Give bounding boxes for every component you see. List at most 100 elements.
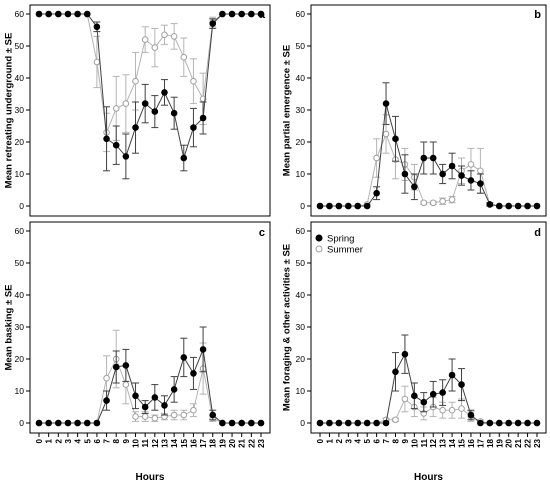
data-point-spring xyxy=(533,419,541,427)
x-tick-label: 5 xyxy=(83,438,92,443)
x-tick-label: 6 xyxy=(93,438,102,443)
y-axis-label: Mean foraging & other activities ± SE xyxy=(282,244,293,411)
x-tick-label: 6 xyxy=(373,438,382,443)
data-point-spring xyxy=(411,392,418,400)
x-tick-label: 11 xyxy=(420,438,429,447)
legend-label-summer: Summer xyxy=(327,245,363,256)
data-point-spring xyxy=(401,170,409,178)
data-point-spring xyxy=(199,114,207,122)
plot-frame xyxy=(310,4,547,217)
y-tick-label: 20 xyxy=(15,354,25,364)
x-tick-label: 15 xyxy=(180,438,189,447)
data-point-summer xyxy=(401,395,409,403)
data-point-spring xyxy=(316,419,324,427)
data-point-spring xyxy=(161,402,168,409)
data-point-summer xyxy=(439,197,446,205)
data-point-spring xyxy=(122,362,130,369)
data-point-spring xyxy=(467,411,475,419)
data-point-spring xyxy=(83,10,91,18)
data-point-spring xyxy=(112,363,120,371)
data-point-spring xyxy=(151,394,159,401)
data-point-spring xyxy=(354,202,362,210)
x-tick-label: 2 xyxy=(54,438,63,443)
data-point-summer xyxy=(448,406,456,414)
data-point-spring xyxy=(345,202,352,210)
data-point-spring xyxy=(392,368,399,376)
y-axis-label: Mean partial emergence ± SE xyxy=(282,45,293,176)
data-point-spring xyxy=(477,180,484,187)
x-tick-label: 7 xyxy=(103,438,112,443)
x-tick-label: 16 xyxy=(189,438,198,447)
data-point-spring xyxy=(103,135,110,143)
x-tick-label: 10 xyxy=(410,438,419,447)
data-point-spring xyxy=(132,124,139,131)
data-point-spring xyxy=(35,419,43,427)
data-point-spring xyxy=(74,419,81,427)
data-point-summer xyxy=(170,411,178,419)
data-point-spring xyxy=(495,419,503,427)
data-point-summer xyxy=(122,381,130,388)
x-axis-label: Hours xyxy=(136,472,165,483)
x-tick-label: 9 xyxy=(401,438,410,443)
x-tick-label: 8 xyxy=(391,438,400,443)
data-point-spring xyxy=(335,202,343,210)
data-point-summer xyxy=(141,413,149,420)
x-tick-label: 8 xyxy=(112,438,121,443)
data-point-spring xyxy=(180,354,188,361)
x-tick-label: 22 xyxy=(247,438,256,447)
data-point-summer xyxy=(439,406,446,414)
y-tick-label: 60 xyxy=(296,9,306,19)
y-tick-label: 60 xyxy=(296,226,306,236)
data-point-summer xyxy=(373,154,380,162)
data-point-spring xyxy=(64,419,72,427)
x-axis-label: Hours xyxy=(414,472,443,483)
x-tick-label: 4 xyxy=(74,438,83,443)
data-point-spring xyxy=(257,10,265,18)
x-tick-label: 23 xyxy=(257,438,266,447)
series-summer xyxy=(316,114,541,210)
data-point-summer xyxy=(458,405,465,412)
data-point-spring xyxy=(429,154,437,162)
data-point-spring xyxy=(141,100,149,107)
y-tick-label: 60 xyxy=(15,9,25,19)
data-point-spring xyxy=(505,419,512,427)
data-point-spring xyxy=(382,100,390,107)
y-tick-label: 0 xyxy=(19,418,24,428)
series-line-summer xyxy=(320,132,537,207)
y-tick-label: 30 xyxy=(296,322,306,332)
data-point-spring xyxy=(316,202,324,210)
data-point-spring xyxy=(170,386,178,393)
data-point-spring xyxy=(122,153,130,160)
y-tick-label: 30 xyxy=(296,105,306,115)
data-point-spring xyxy=(45,10,52,18)
series-line-spring xyxy=(320,103,537,207)
data-point-spring xyxy=(248,419,255,427)
series-spring xyxy=(35,10,265,180)
data-point-spring xyxy=(248,10,255,18)
data-point-spring xyxy=(354,419,362,427)
x-tick-label: 0 xyxy=(316,438,325,443)
x-tick-label: 22 xyxy=(524,438,533,447)
y-tick-label: 50 xyxy=(15,41,25,51)
y-tick-label: 40 xyxy=(296,290,306,300)
x-tick-label: 12 xyxy=(151,438,160,447)
y-axis-label: Mean retreating underground ± SE xyxy=(4,33,15,189)
legend-marker-summer xyxy=(315,245,323,253)
y-tick-label: 40 xyxy=(296,73,306,83)
x-tick-label: 5 xyxy=(363,438,372,443)
data-point-summer xyxy=(151,414,159,422)
x-tick-label: 3 xyxy=(64,438,73,443)
data-point-spring xyxy=(228,419,236,427)
data-point-spring xyxy=(429,390,437,398)
data-point-summer xyxy=(151,44,159,51)
x-tick-label: 19 xyxy=(495,438,504,447)
series-summer xyxy=(316,385,541,427)
x-tick-label: 19 xyxy=(218,438,227,447)
data-point-spring xyxy=(467,177,475,184)
y-tick-label: 60 xyxy=(15,226,25,236)
data-point-spring xyxy=(505,202,512,210)
x-tick-label: 13 xyxy=(160,438,169,447)
series-line-summer xyxy=(320,398,537,424)
